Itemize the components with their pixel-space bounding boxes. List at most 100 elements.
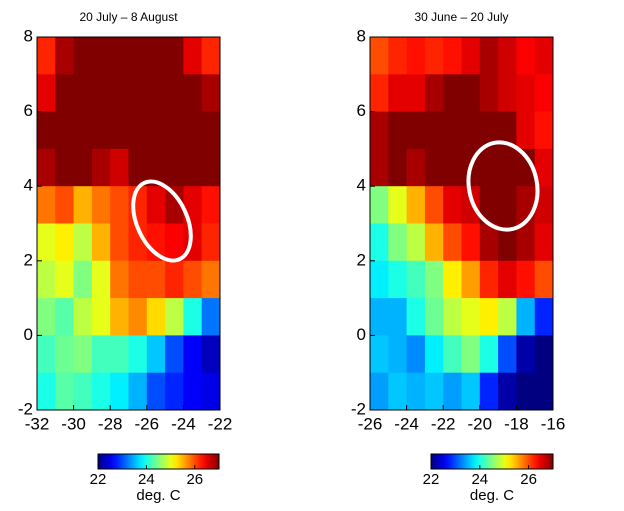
heat-cell <box>91 148 111 187</box>
y-tick-label: 6 <box>24 101 33 120</box>
heat-cell <box>183 74 203 113</box>
heat-cell <box>91 223 111 262</box>
heat-cell <box>534 74 554 113</box>
heat-cell <box>73 298 93 336</box>
heat-cell <box>406 74 426 113</box>
heat-cell <box>443 260 462 299</box>
y-tick-label: 4 <box>357 176 366 195</box>
heat-cell <box>165 260 184 299</box>
heat-cell <box>534 335 554 374</box>
heat-cell <box>110 372 129 411</box>
heat-cell <box>461 74 481 113</box>
heat-cell <box>406 372 426 411</box>
heat-cell <box>388 260 408 299</box>
heat-cell <box>443 148 462 187</box>
chart-title: 20 July – 8 August <box>79 10 178 24</box>
heat-cell <box>479 74 499 113</box>
heat-cell <box>388 74 408 113</box>
x-tick-label: -24 <box>394 414 419 433</box>
heat-cell <box>479 148 499 187</box>
x-tick-label: -32 <box>25 414 50 433</box>
heat-cell <box>498 186 517 224</box>
heat-cell <box>183 335 203 374</box>
heat-cell <box>479 223 499 262</box>
colorbar-tick-label: 22 <box>90 471 107 488</box>
heat-cell <box>516 37 536 75</box>
heat-cell <box>443 335 462 374</box>
heat-cell <box>370 111 389 150</box>
heat-cell <box>91 298 111 336</box>
heat-cell <box>424 223 444 262</box>
heat-cell <box>498 74 517 113</box>
heat-cell <box>534 372 554 411</box>
heat-cell <box>406 298 426 336</box>
heat-cell <box>183 298 203 336</box>
colorbar <box>430 453 554 470</box>
heat-cell <box>91 74 111 113</box>
heat-cell <box>165 223 184 262</box>
heat-cell <box>128 37 148 75</box>
heat-cell <box>201 148 221 187</box>
heat-cell <box>110 223 129 262</box>
heat-cell <box>37 37 56 75</box>
heat-cell <box>128 298 148 336</box>
heat-cell <box>479 298 499 336</box>
x-tick-label: -18 <box>504 414 529 433</box>
heat-cell <box>406 186 426 224</box>
heat-cell <box>165 111 184 150</box>
heat-cell <box>534 298 554 336</box>
heat-cell <box>443 74 462 113</box>
heat-cell <box>128 335 148 374</box>
heat-cell <box>91 111 111 150</box>
heat-cell <box>110 148 129 187</box>
colorbar-label: deg. C <box>136 487 180 504</box>
y-tick-label: 0 <box>357 325 366 344</box>
heat-cell <box>424 186 444 224</box>
y-tick-label: 2 <box>24 250 33 269</box>
heat-cell <box>73 260 93 299</box>
heat-cell <box>461 298 481 336</box>
heat-cell <box>37 335 56 374</box>
heat-cell <box>461 335 481 374</box>
x-tick-label: -20 <box>468 414 493 433</box>
heat-cell <box>55 260 75 299</box>
heat-cell <box>370 260 389 299</box>
heat-cell <box>370 148 389 187</box>
heat-cell <box>128 148 148 187</box>
heat-cell <box>424 335 444 374</box>
heat-cell <box>73 37 93 75</box>
heat-cell <box>406 335 426 374</box>
heat-cell <box>443 186 462 224</box>
heat-cell <box>388 186 408 224</box>
heat-cell <box>516 223 536 262</box>
heat-cell <box>146 148 166 187</box>
heat-cell <box>73 186 93 224</box>
heat-cell <box>165 298 184 336</box>
heat-cell <box>91 372 111 411</box>
heat-cell <box>498 111 517 150</box>
heat-cell <box>110 335 129 374</box>
x-tick-label: -30 <box>61 414 86 433</box>
heat-cell <box>128 260 148 299</box>
x-tick-label: -22 <box>208 414 233 433</box>
heat-cell <box>516 148 536 187</box>
heat-cell <box>55 223 75 262</box>
heat-cell <box>201 37 221 75</box>
heat-cell <box>479 335 499 374</box>
heat-cell <box>91 37 111 75</box>
heat-cell <box>534 148 554 187</box>
highlight-ellipse <box>131 179 193 263</box>
heat-cell <box>516 372 536 411</box>
heat-cell <box>479 111 499 150</box>
heat-cell <box>498 298 517 336</box>
chart-title: 30 June – 20 July <box>414 10 508 24</box>
y-tick-label: -2 <box>351 399 366 418</box>
heat-cell <box>91 335 111 374</box>
heat-cell <box>110 111 129 150</box>
heat-cell <box>443 298 462 336</box>
heat-cell <box>73 148 93 187</box>
heat-cell <box>183 37 203 75</box>
heat-cell <box>424 111 444 150</box>
heat-cell <box>165 335 184 374</box>
heat-cell <box>55 37 75 75</box>
